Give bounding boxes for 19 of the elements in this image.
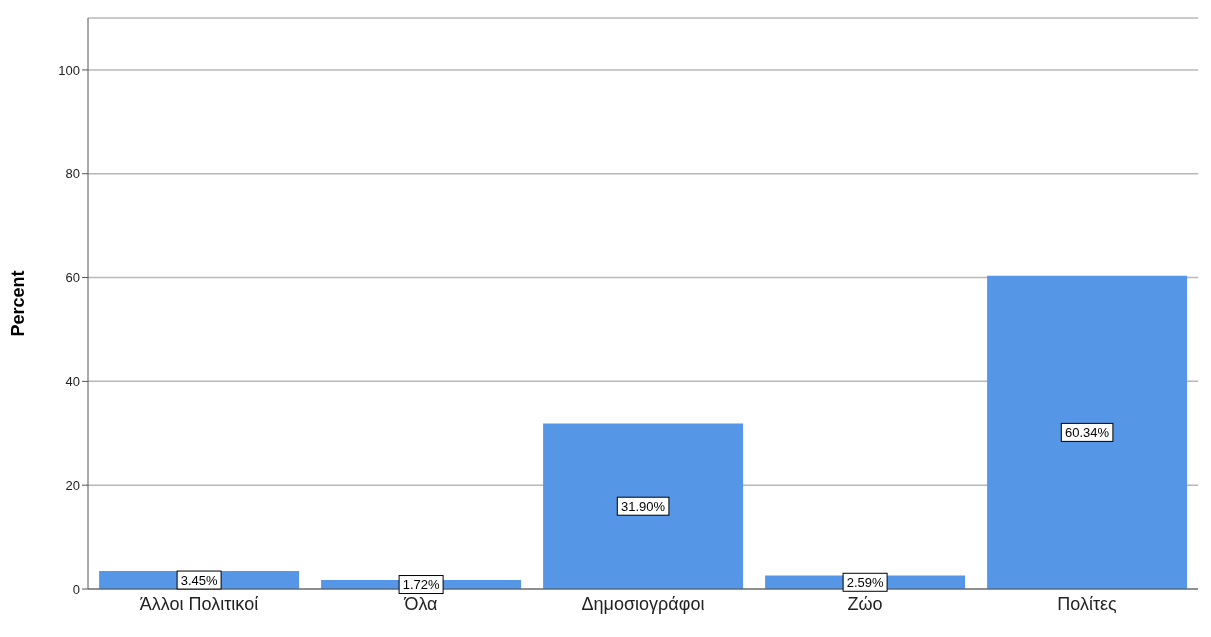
data-label: 3.45%	[180, 572, 218, 588]
y-axis-title: Percent	[8, 270, 29, 337]
x-tick-label: Πολίτες	[1057, 593, 1118, 614]
y-tick-label: 0	[72, 581, 80, 597]
bar	[543, 423, 744, 589]
y-tick-label: 100	[58, 62, 80, 78]
data-label: 2.59%	[846, 574, 884, 590]
y-tick-label: 20	[65, 477, 80, 493]
x-tick-label: Όλα	[403, 593, 438, 614]
data-label: 1.72%	[402, 577, 440, 593]
x-tick-label: Δημοσιογράφοι	[581, 593, 705, 614]
y-tick-label: 40	[65, 373, 80, 389]
bar	[987, 275, 1188, 589]
x-tick-label: Ζώο	[847, 593, 883, 614]
x-tick-label: Άλλοι Πολιτικοί	[139, 593, 259, 614]
y-tick-label: 60	[65, 270, 80, 286]
y-tick-label: 80	[65, 166, 80, 182]
data-label: 60.34%	[1065, 424, 1110, 440]
data-label: 31.90%	[621, 498, 666, 514]
